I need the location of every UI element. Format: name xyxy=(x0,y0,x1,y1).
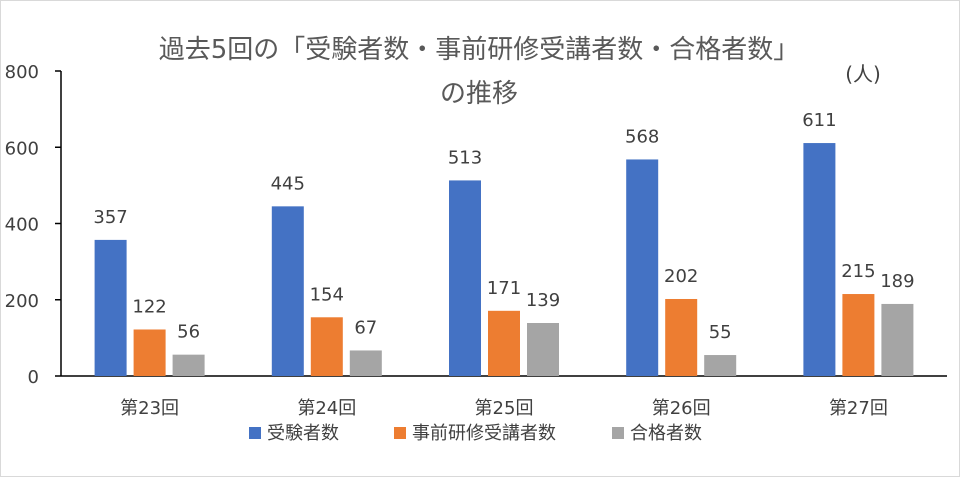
data-label: 202 xyxy=(664,266,698,287)
data-label: 55 xyxy=(709,322,732,343)
y-tick-label: 600 xyxy=(5,138,39,159)
legend: 受験者数 事前研修受講者数 合格者数 xyxy=(249,423,702,444)
data-label: 445 xyxy=(271,173,305,194)
bar xyxy=(449,180,481,376)
bar xyxy=(803,143,836,376)
bar xyxy=(527,323,559,376)
bar xyxy=(881,303,914,376)
bar xyxy=(271,206,304,376)
data-label: 611 xyxy=(802,110,836,131)
bar xyxy=(133,329,166,376)
x-category-label: 第23回 xyxy=(120,398,179,419)
y-tick-label: 400 xyxy=(5,215,39,236)
y-tick-label: 200 xyxy=(5,291,39,312)
y-axis: 0 200 400 600 800 xyxy=(5,62,62,388)
x-category-label: 第27回 xyxy=(829,398,888,419)
x-category-label: 第24回 xyxy=(297,398,356,419)
data-label: 122 xyxy=(132,296,166,317)
y-tick-label: 0 xyxy=(28,367,39,388)
bar xyxy=(842,294,875,376)
data-label: 513 xyxy=(448,147,482,168)
data-label: 568 xyxy=(625,126,659,147)
bar xyxy=(172,354,205,376)
legend-swatch xyxy=(612,427,624,439)
x-category-label: 第25回 xyxy=(475,398,534,419)
data-label: 215 xyxy=(841,261,875,282)
y-tick-label: 800 xyxy=(5,62,39,83)
legend-label: 合格者数 xyxy=(630,423,702,444)
data-label: 139 xyxy=(526,290,560,311)
unit-label: (人) xyxy=(845,62,881,86)
chart-title-line1: 過去5回の「受験者数・事前研修受講者数・合格者数」 xyxy=(159,35,800,65)
x-category-label: 第26回 xyxy=(652,398,711,419)
legend-label: 受験者数 xyxy=(267,423,339,444)
legend-label: 事前研修受講者数 xyxy=(412,423,556,444)
legend-swatch xyxy=(394,427,406,439)
data-label: 56 xyxy=(177,322,200,343)
plot-area: 357 445 513 568 611 122 154 171 202 215 56 67 139 55 1… xyxy=(93,110,915,376)
chart-title-line2: の推移 xyxy=(440,79,518,109)
bar xyxy=(704,355,737,376)
x-axis: 第23回 第24回 第25回 第26回 第27回 xyxy=(61,375,947,419)
legend-swatch xyxy=(249,427,261,439)
data-label: 67 xyxy=(354,317,377,338)
data-label: 357 xyxy=(93,207,127,228)
bar xyxy=(665,298,698,376)
bar xyxy=(626,159,659,376)
bar xyxy=(488,310,520,376)
data-label: 171 xyxy=(487,278,521,299)
bar xyxy=(310,317,343,376)
bar xyxy=(349,350,382,376)
data-label: 154 xyxy=(310,284,344,305)
bar xyxy=(94,239,127,376)
data-label: 189 xyxy=(880,271,914,292)
